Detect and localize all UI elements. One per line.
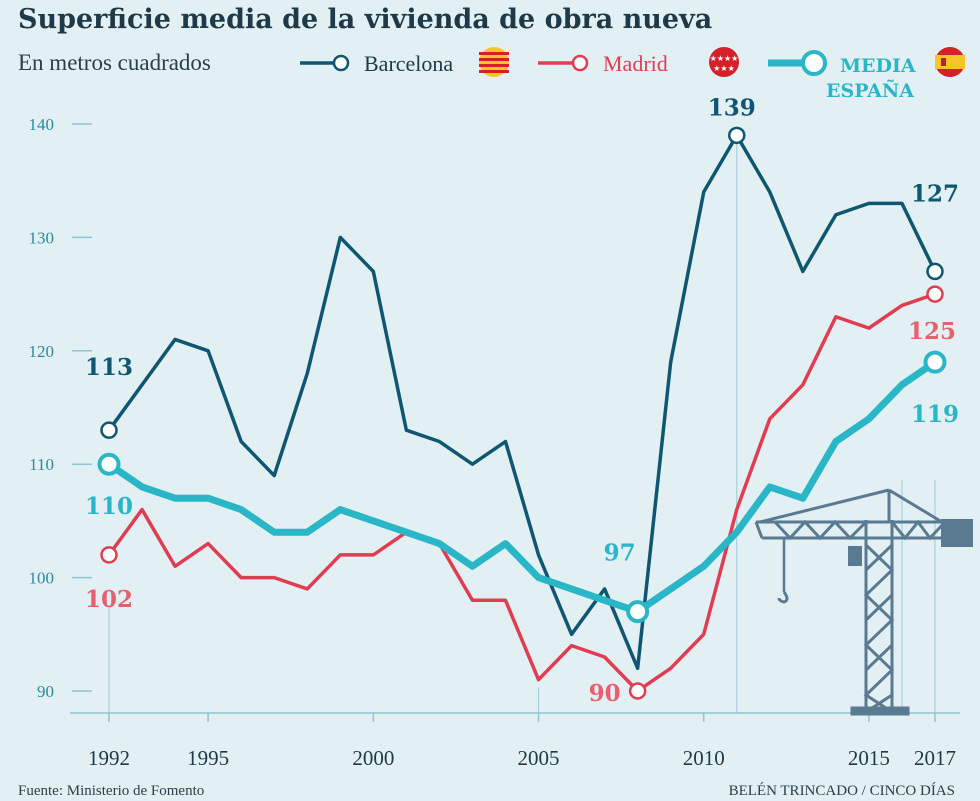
legend-label-barcelona: Barcelona bbox=[364, 51, 453, 76]
data-label-madrid-2017: 125 bbox=[908, 318, 956, 345]
legend-item-madrid: Madrid ★★★★ ★★★ bbox=[538, 47, 739, 77]
legend-item-barcelona: Barcelona bbox=[300, 47, 509, 77]
data-point-media-espana-1992 bbox=[97, 452, 121, 476]
y-tick-label: 120 bbox=[29, 342, 55, 361]
chart-subtitle: En metros cuadrados bbox=[18, 50, 211, 75]
svg-text:★★★: ★★★ bbox=[713, 64, 735, 73]
chart-title: Superficie media de la vivienda de obra … bbox=[18, 4, 712, 35]
legend-label-madrid: Madrid bbox=[603, 51, 668, 76]
series-line-media-espana bbox=[105, 358, 939, 616]
y-tick-label: 130 bbox=[29, 228, 55, 247]
x-tick-label: 2005 bbox=[518, 746, 560, 770]
data-point-madrid-1992 bbox=[100, 546, 118, 564]
y-tick-label: 90 bbox=[37, 682, 54, 701]
footer-source: Fuente: Ministerio de Fomento bbox=[18, 783, 204, 799]
data-point-madrid-2017 bbox=[926, 285, 944, 303]
x-tick-label: 1992 bbox=[88, 746, 130, 770]
data-point-barcelona-1992 bbox=[100, 421, 118, 439]
legend-label-media-1: MEDIA bbox=[840, 55, 916, 77]
data-label-barcelona-2017: 127 bbox=[911, 180, 959, 207]
series-layer bbox=[105, 133, 939, 693]
data-labels: 113 139 127 102 90 125 110 97 119 bbox=[85, 94, 959, 707]
data-label-media-espana-2008: 97 bbox=[604, 540, 636, 567]
catalonia-flag-icon bbox=[479, 47, 509, 77]
grid bbox=[108, 135, 936, 713]
data-label-barcelona-1992: 113 bbox=[85, 354, 133, 381]
x-tick-label: 2000 bbox=[352, 746, 394, 770]
data-point-media-espana-2017 bbox=[923, 350, 947, 374]
y-axis: 90 100 110 120 130 140 bbox=[29, 115, 92, 701]
x-axis: 1992 1995 2000 2005 2010 2015 2017 bbox=[70, 712, 960, 770]
data-point-barcelona-2017 bbox=[926, 262, 944, 281]
footer-credit: BELÉN TRINCADO / CINCO DÍAS bbox=[729, 782, 955, 799]
data-point-madrid-2008 bbox=[628, 682, 647, 700]
x-tick-label: 2017 bbox=[914, 746, 956, 770]
y-tick-label: 140 bbox=[29, 115, 55, 134]
data-label-madrid-2008: 90 bbox=[589, 680, 621, 707]
legend-label-media-2: ESPAÑA bbox=[826, 79, 914, 102]
svg-text:★★★★: ★★★★ bbox=[710, 54, 739, 63]
legend: Barcelona Madrid ★★★★ ★★★ MEDIA ESPA bbox=[300, 47, 965, 102]
y-tick-label: 100 bbox=[29, 569, 55, 588]
construction-crane-icon bbox=[754, 488, 973, 716]
data-label-media-espana-2017: 119 bbox=[911, 401, 959, 428]
data-label-media-espana-1992: 110 bbox=[85, 493, 133, 520]
marker-layer bbox=[97, 126, 947, 700]
legend-item-media: MEDIA ESPAÑA bbox=[768, 47, 965, 102]
x-tick-label: 1995 bbox=[187, 746, 229, 770]
madrid-flag-icon: ★★★★ ★★★ bbox=[709, 47, 739, 77]
y-tick-label: 110 bbox=[29, 455, 54, 474]
data-point-media-espana-2008 bbox=[626, 600, 650, 624]
series-line-madrid bbox=[107, 292, 937, 693]
x-tick-label: 2010 bbox=[683, 746, 725, 770]
data-label-barcelona-2011: 139 bbox=[708, 94, 756, 121]
x-tick-label: 2015 bbox=[848, 746, 890, 770]
series-line-barcelona bbox=[107, 133, 937, 671]
spain-flag-icon bbox=[935, 47, 965, 77]
data-label-madrid-1992: 102 bbox=[85, 586, 133, 613]
data-point-barcelona-2011 bbox=[728, 126, 746, 145]
